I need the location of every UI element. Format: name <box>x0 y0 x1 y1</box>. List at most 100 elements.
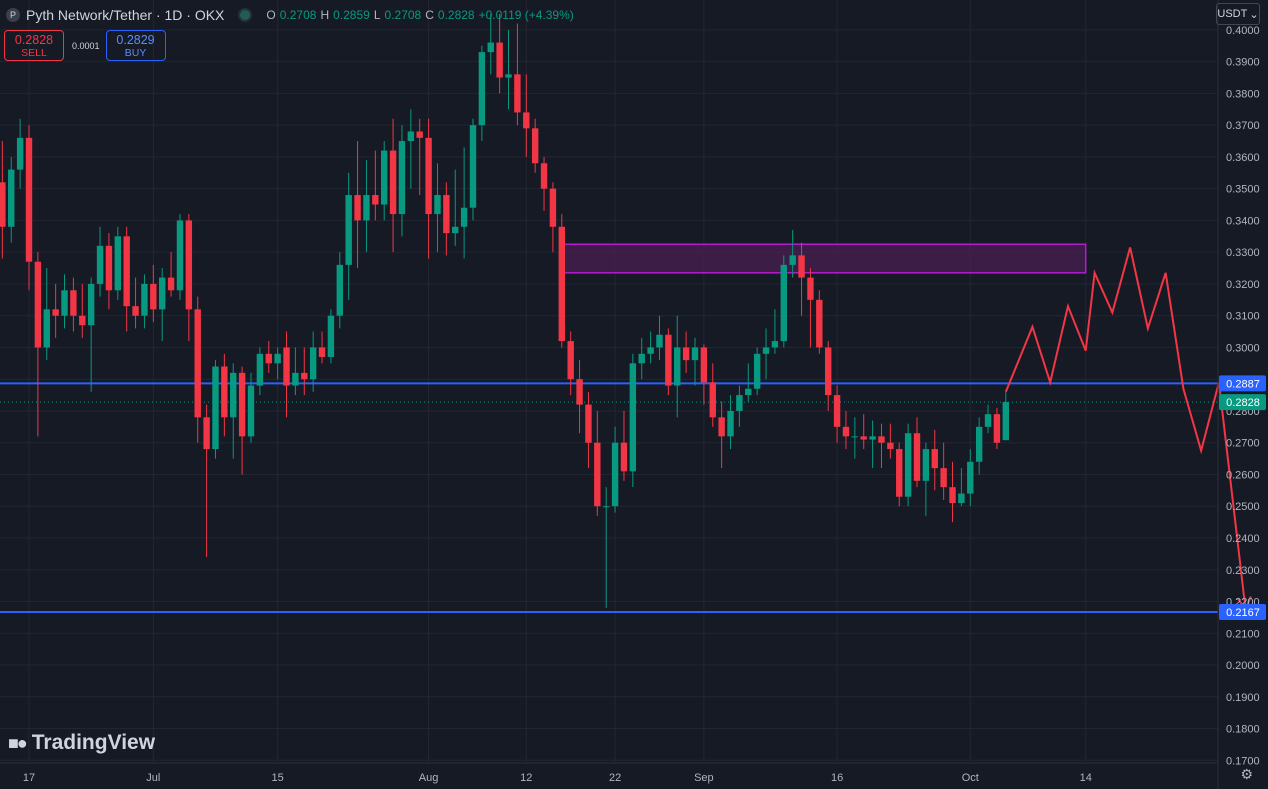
resistance-zone[interactable] <box>561 243 1087 274</box>
tradingview-logo-icon: ■● <box>8 732 28 753</box>
candle-body <box>967 461 974 494</box>
price-tick-label: 0.3700 <box>1226 120 1260 132</box>
open-label: O <box>266 8 276 22</box>
close-label: C <box>425 8 434 22</box>
candle-body <box>159 277 166 310</box>
price-tick-label: 0.3600 <box>1226 152 1260 164</box>
price-tick-label: 0.3300 <box>1226 247 1260 259</box>
candle-body <box>620 442 628 472</box>
candle-body <box>327 315 335 357</box>
tradingview-logo[interactable]: ■● TradingView <box>8 731 155 755</box>
candle-body <box>594 442 601 507</box>
candle-body <box>52 309 59 316</box>
projection-line[interactable] <box>1004 247 1247 610</box>
time-tick-label: 22 <box>609 772 621 784</box>
candle-body <box>842 426 850 437</box>
gear-icon[interactable]: ⚙ <box>1240 766 1253 782</box>
price-tick-label: 0.3800 <box>1226 88 1260 100</box>
candle-body <box>771 341 779 348</box>
symbol-title[interactable]: Pyth Network/Tether · 1D · OKX <box>26 7 225 23</box>
tradingview-label: TradingView <box>31 731 156 754</box>
hline-price-label-bg <box>1219 375 1266 392</box>
candle-body <box>833 395 841 427</box>
candle-body <box>993 414 1001 443</box>
candle-body <box>576 379 583 405</box>
price-tick-label: 0.3100 <box>1226 311 1260 323</box>
price-tick-label: 0.2300 <box>1226 565 1260 577</box>
candle-body <box>745 388 752 396</box>
price-tick-label: 0.2400 <box>1226 533 1260 545</box>
candle-body <box>0 182 6 227</box>
candle-body <box>629 363 637 472</box>
currency-selector[interactable]: USDT ⌄ <box>1216 3 1260 25</box>
candle-body <box>887 442 894 450</box>
candle-body <box>496 42 503 78</box>
candle-body <box>167 277 175 291</box>
candle-body <box>150 283 157 310</box>
candle-body <box>105 245 113 291</box>
sell-button[interactable]: 0.2828 SELL <box>4 30 64 61</box>
candle-body <box>141 283 148 316</box>
candle-body <box>176 220 184 291</box>
time-tick-label: 17 <box>23 772 35 784</box>
time-tick-label: 14 <box>1080 772 1092 784</box>
candle-body <box>43 309 50 348</box>
sell-price: 0.2828 <box>14 33 54 47</box>
candle-body <box>523 112 530 129</box>
low-label: L <box>373 8 381 22</box>
candle-body <box>531 128 539 164</box>
candle-body <box>230 372 237 418</box>
price-tick-label: 0.3200 <box>1226 279 1260 291</box>
candle-body <box>638 353 645 364</box>
candle-body <box>727 410 734 437</box>
price-tick-label: 0.3900 <box>1226 57 1260 69</box>
price-tick-label: 0.2100 <box>1226 628 1260 640</box>
price-tick-label: 0.2700 <box>1226 438 1260 450</box>
candle-body <box>354 195 361 221</box>
zone-rect[interactable] <box>561 243 1087 274</box>
candle-body <box>825 347 832 396</box>
spread-value: 0.0001 <box>72 40 100 51</box>
candle-body <box>194 309 201 418</box>
candle-body <box>700 347 708 383</box>
candle-body <box>540 163 548 189</box>
candle-body <box>549 188 557 227</box>
candle-body <box>256 353 264 386</box>
time-tick-label: Sep <box>694 772 714 784</box>
candle-body <box>487 42 494 53</box>
buy-button[interactable]: 0.2829 BUY <box>105 30 166 61</box>
candle-body <box>922 449 930 481</box>
candle-body <box>611 442 619 507</box>
candle-body <box>896 449 903 497</box>
candle-body <box>96 245 104 284</box>
horizontal-lines[interactable] <box>0 382 1218 613</box>
candle-body <box>238 372 246 437</box>
candle-body <box>691 347 699 361</box>
candle-body <box>780 264 787 342</box>
candle-body <box>984 414 992 427</box>
candle-body <box>247 385 255 437</box>
candle-body <box>567 341 574 380</box>
hline-price-label: 0.2887 <box>1226 378 1260 390</box>
time-axis[interactable]: 17 Jul 15 Aug 12 22 Sep 16 Oct 14 <box>0 762 1218 784</box>
grid <box>0 0 1218 763</box>
candle-body <box>558 226 565 342</box>
candle-body <box>389 150 397 215</box>
candle-body <box>949 487 956 504</box>
candle-body <box>203 417 210 450</box>
price-tick-label: 0.2600 <box>1226 469 1260 481</box>
ohlc-values: O 0.2708 H 0.2859 L 0.2708 C 0.2828 +0.0119 … <box>266 8 573 22</box>
candle-body <box>34 261 42 348</box>
buy-label: BUY <box>124 47 147 59</box>
candle-body <box>913 433 921 481</box>
candle-body <box>514 74 521 113</box>
candle-body <box>878 436 885 443</box>
candle-body <box>505 74 512 78</box>
candle-body <box>816 299 823 348</box>
candle-body <box>762 347 770 354</box>
market-status-icon[interactable] <box>238 8 253 22</box>
candle-body <box>212 366 219 450</box>
candle-body <box>398 141 406 215</box>
candle-body <box>265 353 272 364</box>
